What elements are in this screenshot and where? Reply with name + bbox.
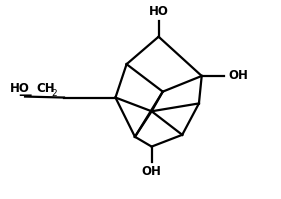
Text: HO: HO (10, 82, 30, 95)
Text: CH: CH (36, 82, 55, 95)
Text: —: — (18, 90, 32, 102)
Text: OH: OH (228, 69, 248, 82)
Text: 2: 2 (51, 89, 56, 98)
Text: OH: OH (142, 165, 162, 178)
Text: HO: HO (149, 5, 169, 18)
